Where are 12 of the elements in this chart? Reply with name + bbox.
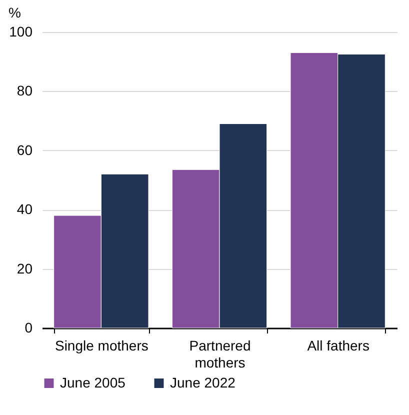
- y-axis-title: %: [8, 4, 21, 20]
- y-tick-label: 80: [16, 82, 33, 99]
- y-tick-label: 100: [9, 24, 33, 40]
- y-tick-label: 0: [24, 320, 33, 336]
- legend-label: June 2005: [60, 374, 126, 390]
- x-tick-label: Single mothers: [54, 338, 148, 354]
- y-tick-label: 20: [16, 260, 33, 276]
- legend-label: June 2022: [170, 374, 236, 390]
- x-tick-label: All fathers: [307, 338, 370, 354]
- y-tick-label: 60: [16, 142, 33, 158]
- y-tick-label: 40: [16, 201, 33, 218]
- x-tick-label: Partnered mothers: [189, 338, 251, 370]
